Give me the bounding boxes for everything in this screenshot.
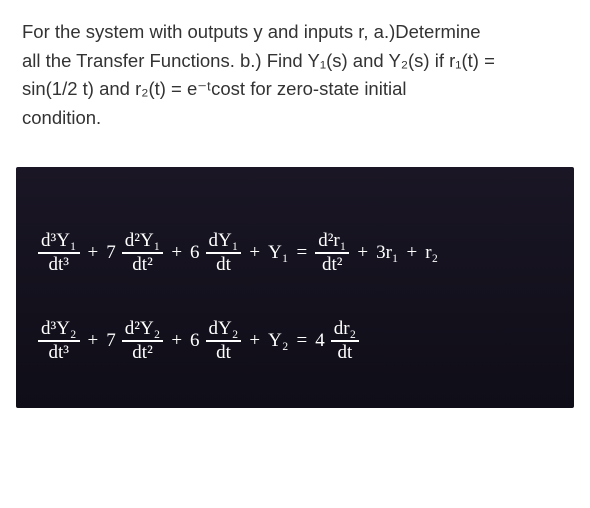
eq2-rhs1-den: dt bbox=[335, 342, 356, 363]
eq1-rhs2: 3r₁ bbox=[376, 242, 398, 264]
eq2-term1-den: dt³ bbox=[46, 342, 72, 363]
equation-2: d³Y₂ dt³ + 7 d²Y₂ dt² + 6 dY₂ dt + Y₂ = … bbox=[38, 319, 552, 363]
eq2-term3-frac: dY₂ dt bbox=[206, 319, 242, 363]
eq1-term3-den: dt bbox=[213, 254, 234, 275]
eq2-coef2: 7 bbox=[106, 330, 116, 352]
eq2-term4: Y₂ bbox=[268, 330, 288, 352]
eq1-plus3: + bbox=[247, 242, 262, 264]
problem-line-2: all the Transfer Functions. b.) Find Y₁(… bbox=[22, 47, 568, 76]
eq2-equals: = bbox=[294, 330, 309, 352]
eq2-term1-frac: d³Y₂ dt³ bbox=[38, 319, 80, 363]
equations-board: d³Y₁ dt³ + 7 d²Y₁ dt² + 6 dY₁ dt + Y₁ = … bbox=[16, 167, 574, 409]
eq1-term2-num: d²Y₁ bbox=[122, 231, 164, 254]
eq2-term1-num: d³Y₂ bbox=[38, 319, 80, 342]
eq2-term3-den: dt bbox=[213, 342, 234, 363]
eq2-rhs-coef: 4 bbox=[315, 330, 325, 352]
eq1-plus1: + bbox=[86, 242, 101, 264]
eq1-term1-den: dt³ bbox=[46, 254, 72, 275]
eq2-plus1: + bbox=[86, 330, 101, 352]
problem-statement: For the system with outputs y and inputs… bbox=[0, 0, 590, 155]
eq1-term3-num: dY₁ bbox=[206, 231, 242, 254]
eq1-rhs1-den: dt² bbox=[319, 254, 345, 275]
eq1-term1-num: d³Y₁ bbox=[38, 231, 80, 254]
problem-line-3: sin(1/2 t) and r₂(t) = e⁻ᵗcost for zero-… bbox=[22, 75, 568, 104]
eq2-term2-frac: d²Y₂ dt² bbox=[122, 319, 164, 363]
eq1-plus4: + bbox=[355, 242, 370, 264]
eq1-plus2: + bbox=[169, 242, 184, 264]
eq2-term2-num: d²Y₂ bbox=[122, 319, 164, 342]
eq1-term4: Y₁ bbox=[268, 242, 288, 264]
eq1-term2-den: dt² bbox=[129, 254, 155, 275]
eq1-plus5: + bbox=[405, 242, 420, 264]
eq2-rhs1-num: dr₂ bbox=[331, 319, 359, 342]
eq1-term2-frac: d²Y₁ dt² bbox=[122, 231, 164, 275]
eq1-term3-frac: dY₁ dt bbox=[206, 231, 242, 275]
eq1-rhs1-num: d²r₁ bbox=[315, 231, 349, 254]
eq1-rhs1-frac: d²r₁ dt² bbox=[315, 231, 349, 275]
eq1-coef3: 6 bbox=[190, 242, 200, 264]
eq2-coef3: 6 bbox=[190, 330, 200, 352]
problem-line-1: For the system with outputs y and inputs… bbox=[22, 18, 568, 47]
eq2-term3-num: dY₂ bbox=[206, 319, 242, 342]
eq1-equals: = bbox=[294, 242, 309, 264]
eq2-rhs1-frac: dr₂ dt bbox=[331, 319, 359, 363]
eq2-term2-den: dt² bbox=[129, 342, 155, 363]
eq2-plus2: + bbox=[169, 330, 184, 352]
problem-line-4: condition. bbox=[22, 104, 568, 133]
eq1-term1-frac: d³Y₁ dt³ bbox=[38, 231, 80, 275]
eq1-coef2: 7 bbox=[106, 242, 116, 264]
eq2-plus3: + bbox=[247, 330, 262, 352]
equation-1: d³Y₁ dt³ + 7 d²Y₁ dt² + 6 dY₁ dt + Y₁ = … bbox=[38, 231, 552, 275]
eq1-rhs3: r₂ bbox=[425, 242, 438, 264]
